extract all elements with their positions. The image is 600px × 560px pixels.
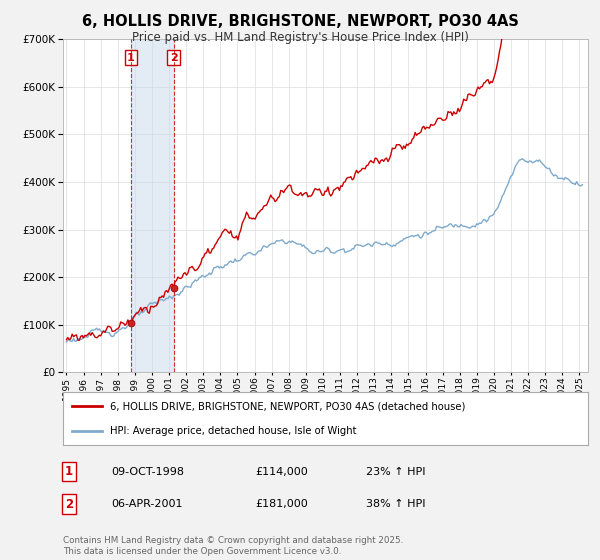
Text: 6, HOLLIS DRIVE, BRIGHSTONE, NEWPORT, PO30 4AS: 6, HOLLIS DRIVE, BRIGHSTONE, NEWPORT, PO… <box>82 14 518 29</box>
Text: £114,000: £114,000 <box>255 466 308 477</box>
Text: 06-APR-2001: 06-APR-2001 <box>111 499 182 509</box>
Text: 2: 2 <box>170 53 178 63</box>
Text: 1: 1 <box>127 53 135 63</box>
Text: 2: 2 <box>65 497 73 511</box>
Text: Price paid vs. HM Land Registry's House Price Index (HPI): Price paid vs. HM Land Registry's House … <box>131 31 469 44</box>
Text: £181,000: £181,000 <box>255 499 308 509</box>
Text: 09-OCT-1998: 09-OCT-1998 <box>111 466 184 477</box>
Text: 23% ↑ HPI: 23% ↑ HPI <box>366 466 425 477</box>
Bar <box>131 39 173 372</box>
Text: 6, HOLLIS DRIVE, BRIGHSTONE, NEWPORT, PO30 4AS (detached house): 6, HOLLIS DRIVE, BRIGHSTONE, NEWPORT, PO… <box>110 402 466 412</box>
Text: Contains HM Land Registry data © Crown copyright and database right 2025.
This d: Contains HM Land Registry data © Crown c… <box>63 536 403 556</box>
Text: HPI: Average price, detached house, Isle of Wight: HPI: Average price, detached house, Isle… <box>110 426 357 436</box>
Text: 1: 1 <box>65 465 73 478</box>
Text: 38% ↑ HPI: 38% ↑ HPI <box>366 499 425 509</box>
